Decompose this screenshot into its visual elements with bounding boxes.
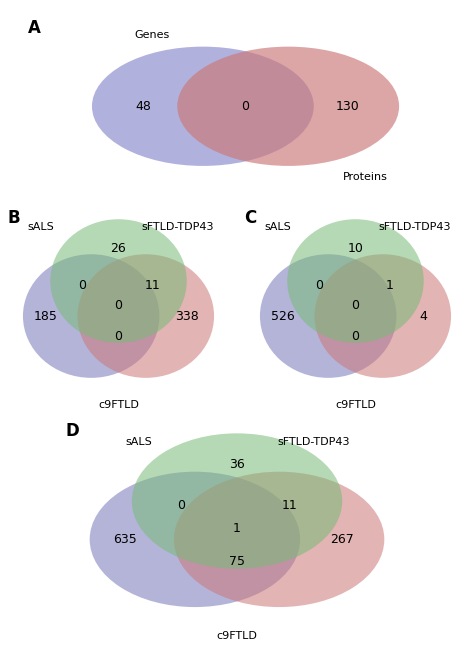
Ellipse shape: [174, 472, 384, 607]
Text: Genes: Genes: [134, 31, 169, 41]
Text: 10: 10: [347, 241, 364, 254]
Text: 0: 0: [352, 300, 359, 312]
Text: 0: 0: [115, 300, 122, 312]
Text: sALS: sALS: [126, 438, 152, 447]
Ellipse shape: [315, 254, 451, 378]
Text: Proteins: Proteins: [343, 172, 387, 182]
Text: 267: 267: [330, 533, 354, 546]
Text: 75: 75: [229, 555, 245, 568]
Text: 0: 0: [352, 330, 359, 343]
Ellipse shape: [90, 472, 300, 607]
Text: 526: 526: [271, 309, 294, 322]
Text: sFTLD-TDP43: sFTLD-TDP43: [278, 438, 350, 447]
Text: sFTLD-TDP43: sFTLD-TDP43: [141, 222, 214, 232]
Text: c9FTLD: c9FTLD: [217, 631, 257, 642]
Text: 11: 11: [145, 279, 161, 292]
Text: 1: 1: [233, 522, 241, 534]
Text: 36: 36: [229, 458, 245, 472]
Ellipse shape: [50, 219, 187, 343]
Text: c9FTLD: c9FTLD: [335, 400, 376, 409]
Text: 0: 0: [78, 279, 86, 292]
Text: 0: 0: [177, 499, 185, 512]
Ellipse shape: [92, 46, 314, 166]
Text: D: D: [65, 422, 79, 440]
Ellipse shape: [132, 434, 342, 569]
Text: 185: 185: [34, 309, 58, 322]
Text: C: C: [244, 209, 256, 227]
Text: 48: 48: [135, 100, 151, 112]
Text: 130: 130: [336, 100, 360, 112]
Ellipse shape: [23, 254, 159, 378]
Text: 0: 0: [115, 330, 122, 343]
Text: 26: 26: [110, 241, 127, 254]
Text: 0: 0: [242, 100, 249, 112]
Text: 0: 0: [315, 279, 323, 292]
Text: sALS: sALS: [264, 222, 291, 232]
Text: 4: 4: [420, 309, 428, 322]
Text: sFTLD-TDP43: sFTLD-TDP43: [378, 222, 451, 232]
Text: 338: 338: [175, 309, 199, 322]
Text: c9FTLD: c9FTLD: [98, 400, 139, 409]
Text: sALS: sALS: [27, 222, 54, 232]
Text: 11: 11: [282, 499, 298, 512]
Text: 1: 1: [386, 279, 393, 292]
Ellipse shape: [177, 46, 399, 166]
Ellipse shape: [287, 219, 424, 343]
Ellipse shape: [78, 254, 214, 378]
Text: A: A: [28, 19, 41, 37]
Text: B: B: [7, 209, 19, 227]
Ellipse shape: [260, 254, 396, 378]
Text: 635: 635: [113, 533, 137, 546]
